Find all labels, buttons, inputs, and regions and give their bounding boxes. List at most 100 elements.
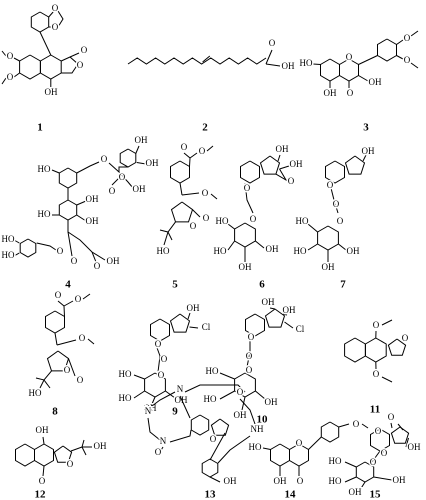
bond bbox=[127, 57, 267, 65]
atom-label: OH bbox=[324, 88, 337, 98]
bond bbox=[405, 437, 409, 448]
atom-label: O bbox=[248, 332, 255, 342]
atom-label: O bbox=[155, 447, 162, 457]
bond bbox=[119, 148, 137, 168]
bond bbox=[209, 476, 221, 483]
bond bbox=[58, 167, 78, 189]
compound-number: 14 bbox=[285, 489, 297, 500]
bond bbox=[179, 182, 183, 196]
bond bbox=[277, 154, 281, 162]
atom-label: OH bbox=[347, 246, 360, 256]
atom-label: O bbox=[297, 476, 304, 486]
bond bbox=[390, 426, 410, 444]
bond bbox=[358, 75, 369, 82]
atom-label: HO bbox=[216, 216, 229, 226]
atom-label: OH bbox=[322, 262, 335, 272]
compound-number: 12 bbox=[35, 489, 47, 500]
atom-label: HO bbox=[2, 250, 15, 260]
bond bbox=[189, 326, 199, 329]
bond bbox=[39, 379, 45, 389]
bond bbox=[30, 11, 50, 33]
atom-label: OH bbox=[393, 475, 406, 485]
atom-label: OH bbox=[133, 184, 146, 194]
atom-label: OH bbox=[239, 262, 252, 272]
bond bbox=[155, 344, 161, 373]
atom-label: O bbox=[203, 213, 210, 223]
atom-label: OH bbox=[265, 397, 278, 407]
atom-label: HO bbox=[214, 246, 227, 256]
atom-label: Cl bbox=[202, 322, 211, 332]
compound-number: 6 bbox=[259, 279, 265, 291]
bond bbox=[262, 447, 271, 450]
bond bbox=[270, 443, 290, 467]
atom-label: N bbox=[145, 406, 152, 416]
bond bbox=[265, 63, 281, 67]
atom-label: OH bbox=[45, 87, 58, 97]
atom-label: O bbox=[52, 3, 59, 13]
atom-label: O bbox=[199, 146, 206, 156]
bond bbox=[87, 338, 95, 345]
atom-label: HO bbox=[249, 442, 262, 452]
atom-label: OH bbox=[274, 476, 287, 486]
compound-number: 1 bbox=[37, 122, 43, 134]
atom-label: O bbox=[333, 199, 340, 209]
bond bbox=[15, 443, 35, 467]
atom-label: OH bbox=[349, 487, 362, 497]
bond bbox=[264, 308, 286, 328]
atom-label: O bbox=[55, 290, 62, 300]
bond bbox=[227, 240, 236, 251]
compound-number: 10 bbox=[257, 414, 269, 426]
atom-label: OH bbox=[282, 61, 295, 71]
bond bbox=[338, 243, 347, 251]
atom-label: O bbox=[101, 154, 108, 164]
atom-label: HO bbox=[329, 476, 342, 486]
bond bbox=[169, 313, 191, 333]
atom-label: O bbox=[244, 183, 251, 193]
bond bbox=[58, 199, 78, 221]
bond bbox=[1, 50, 7, 57]
atom-label: N bbox=[160, 436, 167, 446]
atom-label: HO bbox=[119, 393, 132, 403]
atom-label: O bbox=[109, 186, 116, 196]
bond bbox=[381, 319, 393, 326]
atom-label: O bbox=[404, 33, 411, 43]
atom-label: OH bbox=[262, 297, 275, 307]
atom-label: O bbox=[158, 370, 165, 380]
atom-label: O bbox=[81, 45, 88, 55]
bond bbox=[42, 465, 45, 477]
bond bbox=[91, 251, 97, 263]
compound-number: 13 bbox=[205, 489, 217, 500]
bond bbox=[150, 318, 170, 342]
bond bbox=[189, 152, 198, 159]
bond bbox=[308, 436, 322, 450]
bond bbox=[51, 169, 60, 174]
bond bbox=[339, 58, 359, 82]
bond bbox=[19, 54, 41, 80]
bond bbox=[13, 252, 20, 257]
compound-number: 9 bbox=[172, 406, 178, 418]
bond bbox=[396, 55, 404, 60]
bond bbox=[151, 396, 156, 405]
atom-label: HO bbox=[29, 388, 42, 398]
atom-label: OH bbox=[276, 144, 289, 154]
atom-label: OH bbox=[283, 305, 296, 315]
bond bbox=[259, 155, 281, 175]
bond bbox=[60, 56, 79, 74]
bond bbox=[151, 391, 176, 407]
bond bbox=[118, 166, 128, 172]
atom-label: HO bbox=[294, 246, 307, 256]
compound-number: 11 bbox=[370, 404, 380, 416]
bond bbox=[53, 445, 73, 463]
atom-label: O bbox=[337, 216, 344, 226]
bond bbox=[201, 458, 219, 478]
atom-label: O bbox=[347, 88, 354, 98]
atom-label: O bbox=[79, 333, 86, 343]
atom-label: HO bbox=[329, 456, 342, 466]
bond bbox=[136, 162, 147, 165]
bond bbox=[344, 337, 366, 363]
compound-number: 7 bbox=[340, 279, 346, 291]
